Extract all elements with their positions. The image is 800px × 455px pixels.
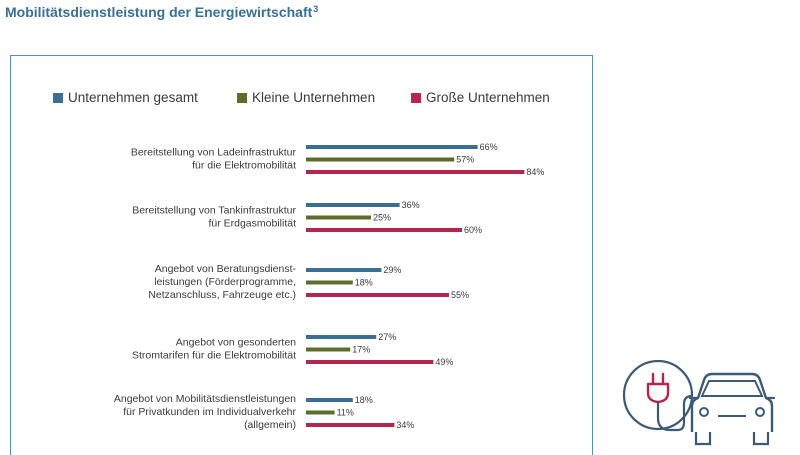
category-label: Stromtarifen für die Elektromobilität [132,350,296,362]
legend-swatch-small [237,93,247,103]
category-label: Netzanschluss, Fahrzeuge etc.) [148,289,296,301]
legend-item-small: Kleine Unternehmen [237,90,375,105]
bar [306,228,462,232]
category-group: Bereitstellung von Ladeinfrastrukturfür … [131,142,545,177]
bar [306,347,351,352]
category-label: für Erdgasmobilität [208,218,296,230]
data-label: 18% [355,395,373,405]
data-label: 18% [355,278,373,288]
bar [306,410,335,415]
category-label: leistungen (Förderprogramme, [154,276,296,288]
legend-label-small: Kleine Unternehmen [252,90,376,105]
bar [306,360,434,364]
data-label: 49% [435,357,453,367]
data-label: 60% [464,225,482,235]
category-label: für die Elektromobilität [192,160,296,172]
footnote-mark: 3 [313,4,319,14]
bar [306,423,395,427]
data-label: 66% [480,142,498,152]
legend-label-large: Große Unternehmen [426,90,550,105]
category-label: Bereitstellung von Tankinfrastruktur [132,205,296,217]
bar [306,280,353,285]
data-label: 55% [451,290,469,300]
category-group: Bereitstellung von Tankinfrastrukturfür … [132,200,482,235]
data-label: 84% [526,167,544,177]
bar [306,157,455,162]
bar [306,398,353,402]
bar [306,170,525,174]
bar [306,145,478,149]
data-label: 11% [337,408,354,418]
legend-swatch-large [411,93,421,103]
bar [306,293,449,297]
category-label: für Privatkunden im Individualverkehr [123,406,296,418]
category-label: Angebot von Beratungsdienst- [155,263,297,275]
legend-item-total: Unternehmen gesamt [53,90,198,105]
bar [306,203,400,207]
category-label: (allgemein) [244,419,296,431]
data-label: 25% [373,213,391,223]
data-label: 27% [378,332,396,342]
category-label: Angebot von gesonderten [176,337,296,349]
category-group: Angebot von Beratungsdienst-leistungen (… [148,263,469,301]
data-label: 17% [352,345,370,355]
data-label: 57% [456,155,474,165]
page-title: Mobilitätsdienstleistung der Energiewirt… [5,4,319,20]
chart-frame [10,55,593,455]
bar [306,335,377,339]
legend-swatch-total [53,93,63,103]
bar [306,215,371,220]
data-label: 34% [396,420,414,430]
data-label: 36% [402,200,420,210]
category-label: Bereitstellung von Ladeinfrastruktur [131,147,297,159]
ev-charging-car-icon [622,360,776,446]
legend-item-large: Große Unternehmen [411,90,550,105]
data-label: 29% [383,265,401,275]
legend-label-total: Unternehmen gesamt [68,90,198,105]
category-label: Angebot von Mobilitätsdienstleistungen [114,393,296,405]
bar [306,268,382,272]
category-group: Angebot von Mobilitätsdienstleistungenfü… [114,393,415,431]
